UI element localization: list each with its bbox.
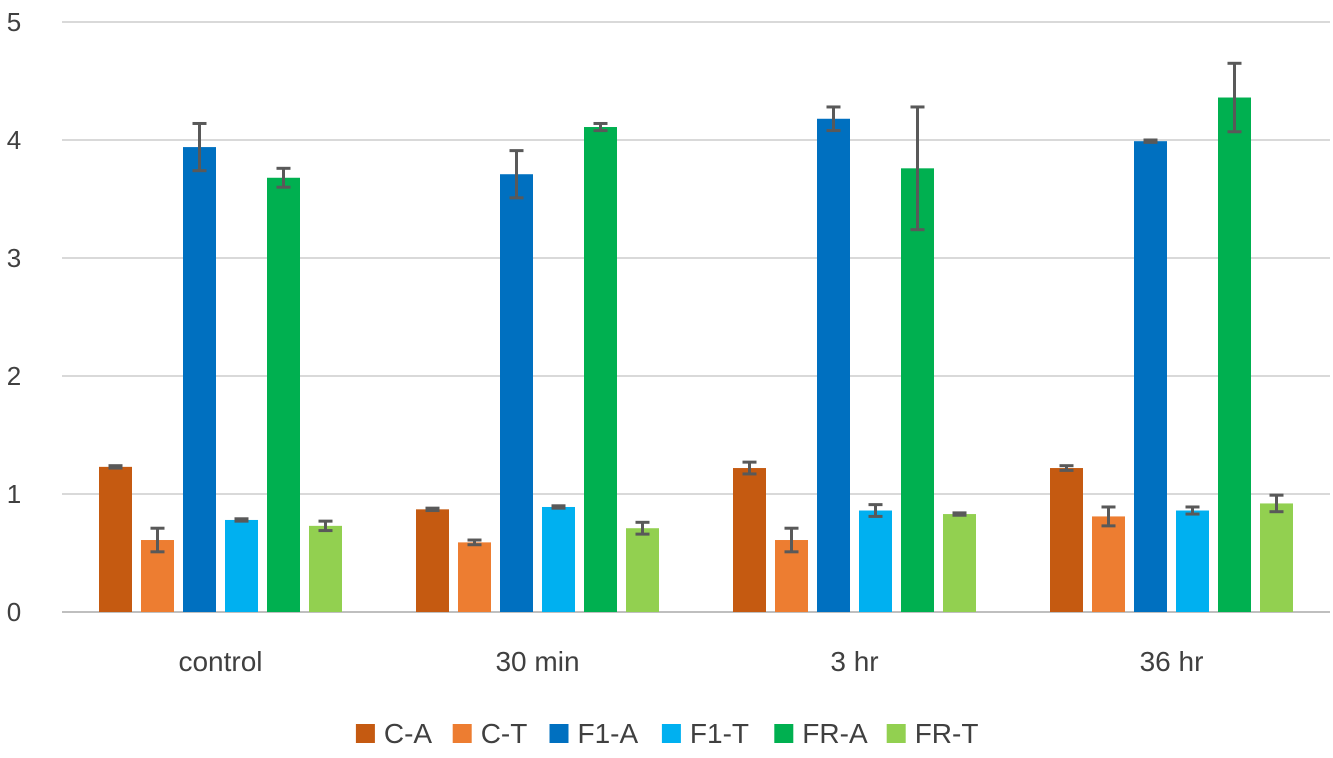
error-bar [1185,505,1200,516]
bar-c-a-0 [99,466,132,612]
legend-label: FR-T [915,718,979,749]
bars [99,97,1293,613]
legend-label: C-A [384,718,433,749]
legend-label: FR-A [802,718,868,749]
x-category-label: 36 hr [1140,646,1204,677]
bar-f1-t-2 [859,510,892,612]
legend-item-f1-a: F1-A [549,718,639,749]
legend: C-A C-T F1-A F1-T FR-A FR-T [355,718,979,749]
error-bar [192,121,207,173]
error-bar [910,105,925,232]
error-bar [1143,138,1158,144]
legend-label: F1-T [690,718,749,749]
y-tick-label: 1 [7,479,21,509]
error-bar [509,149,524,200]
error-bars [108,61,1284,554]
error-bar [467,538,482,547]
error-bar [276,166,291,189]
bar-f1-t-3 [1176,510,1209,612]
error-bar [868,503,883,518]
bar-c-a-2 [733,468,766,612]
legend-item-c-t: C-T [452,718,528,749]
error-bar [318,519,333,533]
y-tick-label: 5 [7,7,21,37]
y-tick-label: 4 [7,125,21,155]
error-bar [425,506,440,513]
bar-fr-t-1 [626,528,659,612]
legend-swatch [774,724,794,743]
y-tick-label: 2 [7,361,21,391]
bar-c-a-3 [1050,468,1083,612]
legend-item-c-a: C-A [355,718,433,749]
bar-c-a-1 [416,509,449,612]
bar-fr-a-3 [1218,97,1251,612]
bar-c-t-3 [1092,516,1125,612]
legend-item-f1-t: F1-T [661,718,749,749]
legend-item-fr-a: FR-A [774,718,868,749]
bar-f1-t-1 [542,506,575,612]
legend-label: C-T [481,718,528,749]
legend-swatch [355,724,375,743]
x-category-label: 3 hr [830,646,878,677]
legend-swatch [886,724,906,743]
bar-fr-t-2 [943,514,976,612]
error-bar [150,526,165,554]
bar-f1-a-3 [1134,141,1167,612]
legend-label: F1-A [578,718,639,749]
x-axis-categories: control 30 min 3 hr 36 hr [178,646,1203,677]
error-bar [551,504,566,510]
bar-fr-t-3 [1260,503,1293,612]
bar-fr-t-0 [309,525,342,612]
y-axis-ticks: 0 1 2 3 4 5 [7,7,21,627]
error-bar [1269,493,1284,514]
bar-fr-a-1 [584,127,617,613]
legend-swatch [661,724,681,743]
bar-f1-a-2 [817,118,850,612]
bar-fr-a-0 [267,177,300,612]
bar-c-t-1 [458,542,491,612]
error-bar [952,511,967,517]
error-bar [1101,505,1116,528]
bar-fr-a-2 [901,168,934,612]
bar-f1-a-1 [500,174,533,612]
legend-swatch [549,724,569,743]
error-bar [742,460,757,476]
x-category-label: control [178,646,262,677]
error-bar [1227,61,1242,134]
bar-f1-t-0 [225,519,258,612]
error-bar [826,105,841,133]
error-bar [593,121,608,133]
y-tick-label: 0 [7,597,21,627]
error-bar [108,464,123,470]
x-category-label: 30 min [495,646,579,677]
error-bar [635,520,650,536]
legend-swatch [452,724,472,743]
legend-item-fr-t: FR-T [886,718,979,749]
error-bar [784,526,799,554]
error-bar [1059,464,1074,472]
y-tick-label: 3 [7,243,21,273]
error-bar [234,517,249,523]
bar-f1-a-0 [183,147,216,612]
